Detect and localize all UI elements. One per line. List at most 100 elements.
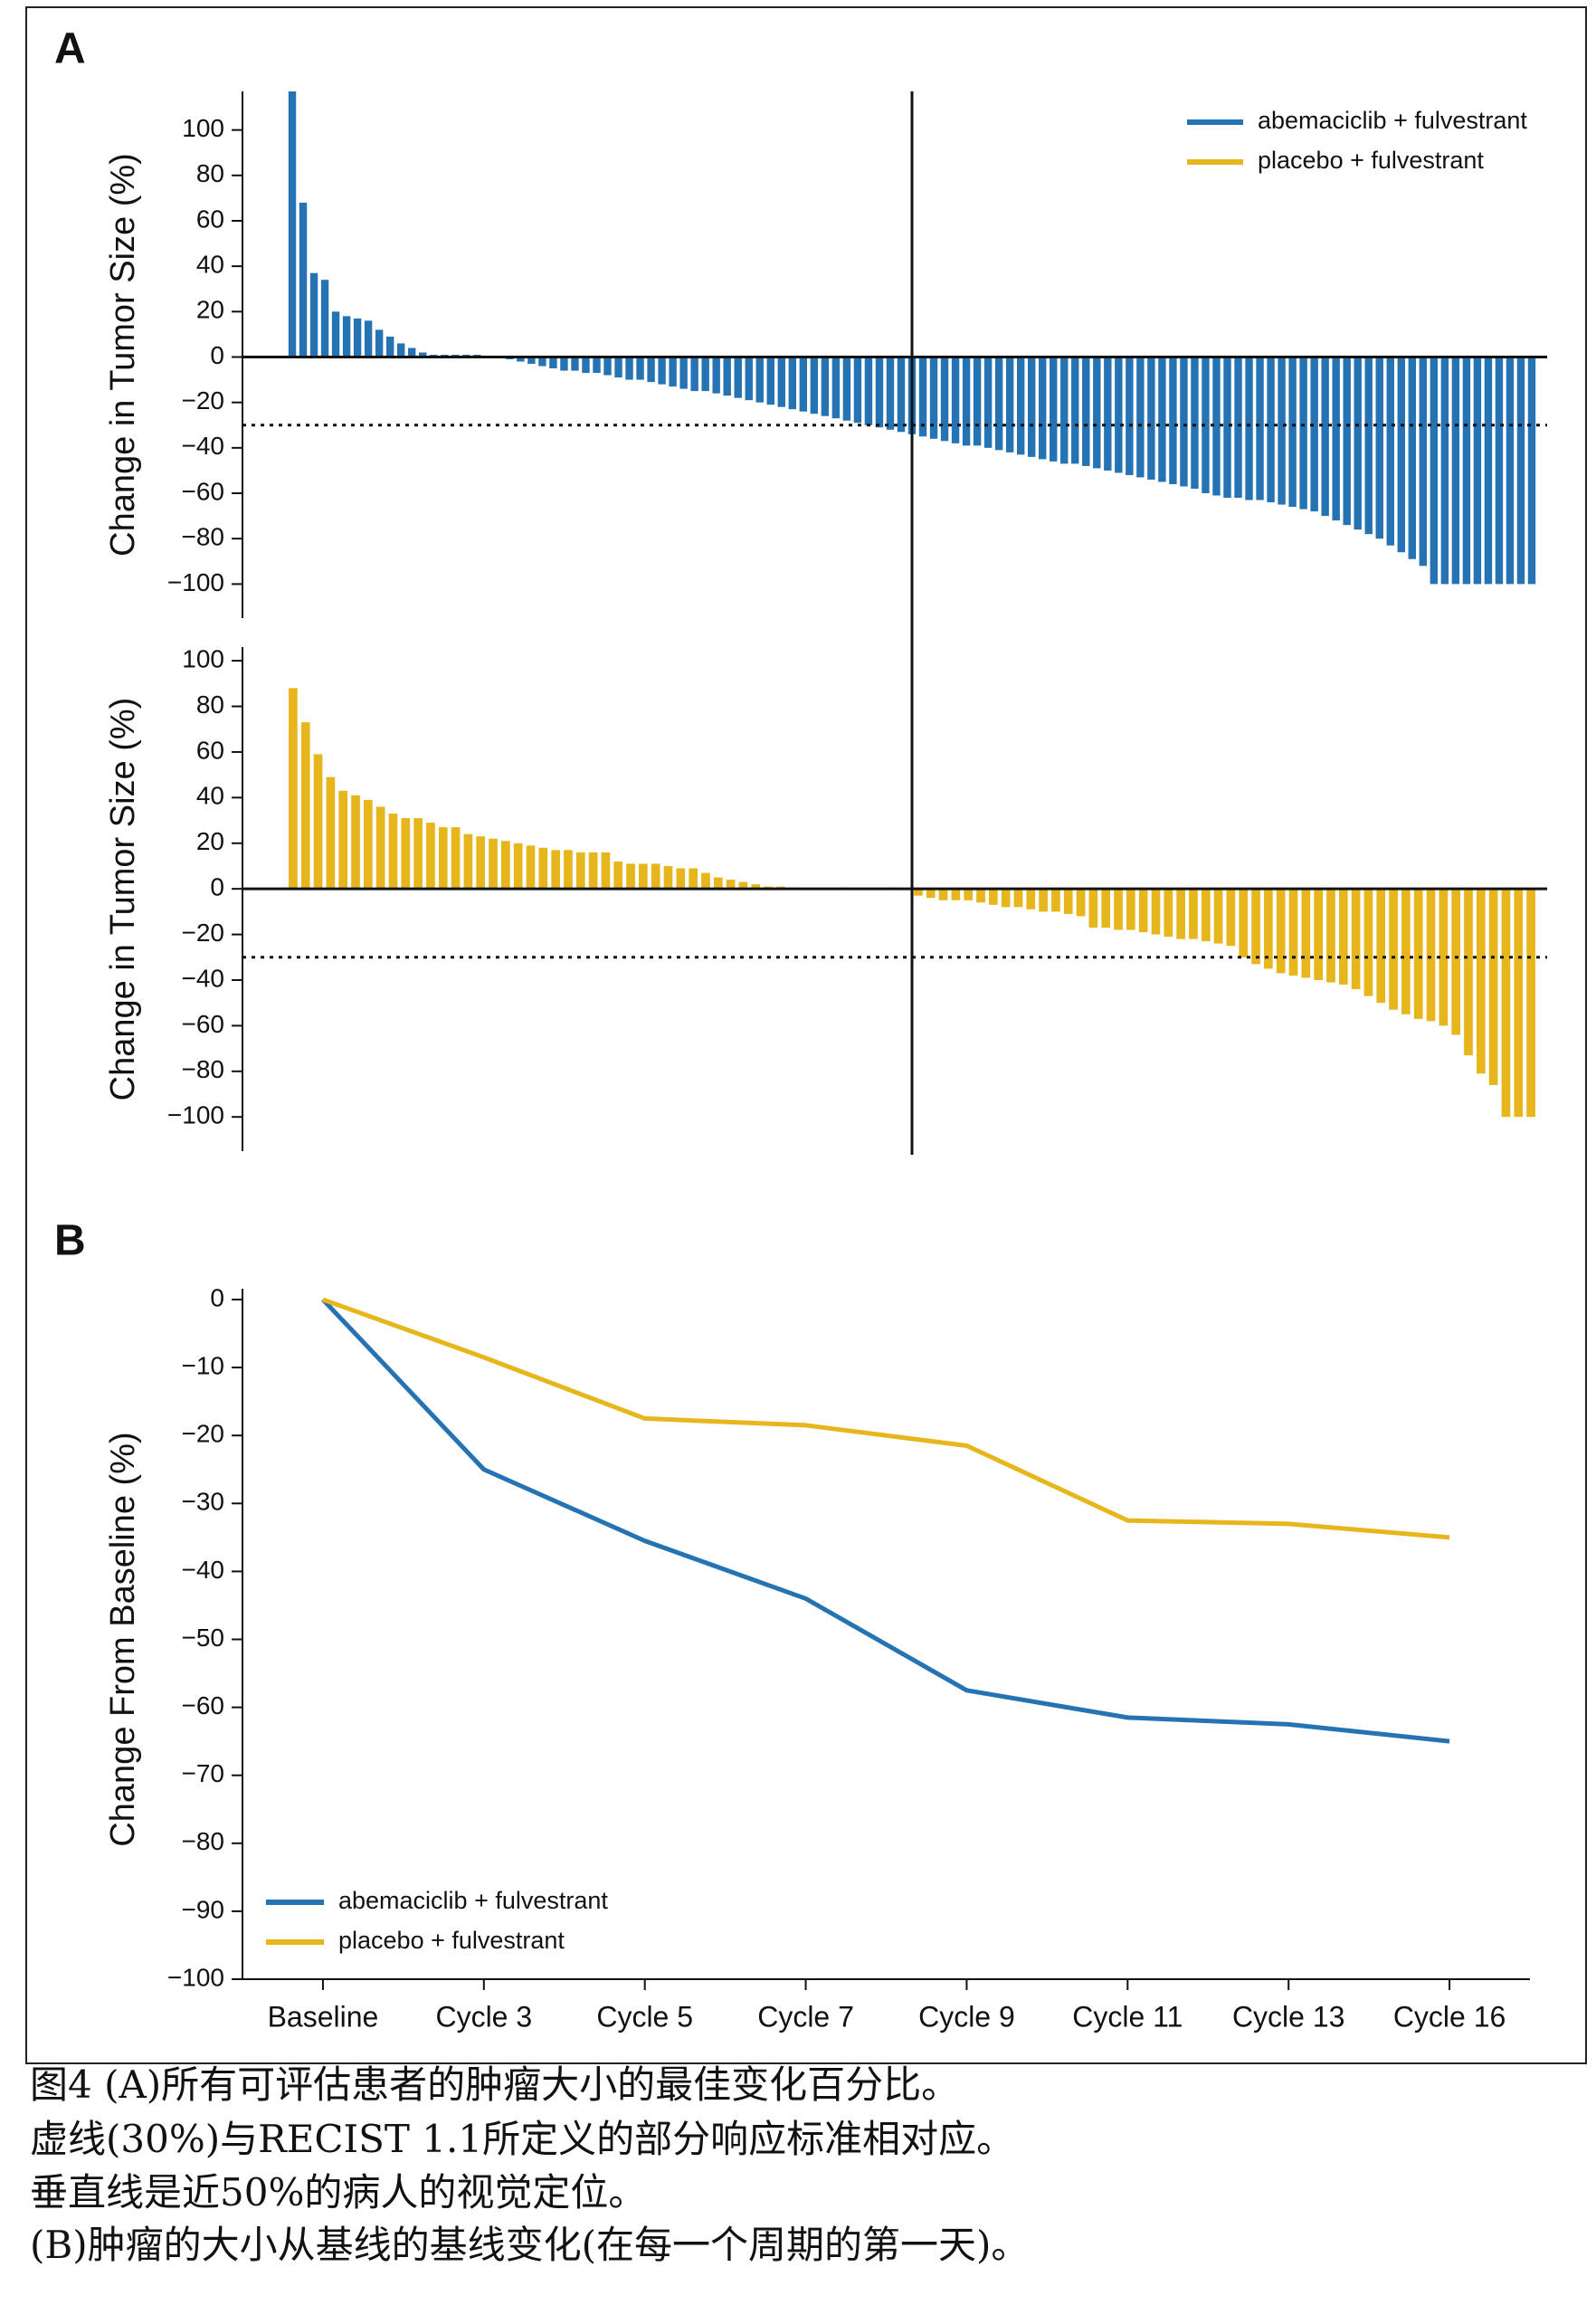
bar: [407, 348, 416, 357]
bar: [385, 336, 394, 357]
bar: [588, 852, 598, 890]
caption-line: (B)肿瘤的大小从基线的基线变化(在每一个周期的第一天)。: [30, 2223, 1029, 2267]
y-axis-label: Change From Baseline (%): [104, 1432, 142, 1846]
bar: [663, 865, 673, 890]
bar: [363, 799, 373, 890]
y-tick-label: −60: [182, 1010, 225, 1038]
bar: [1147, 357, 1155, 480]
bar: [951, 889, 961, 900]
bar: [1016, 357, 1025, 455]
y-tick-label: 20: [196, 296, 224, 324]
bar: [1213, 889, 1223, 944]
bar: [1082, 357, 1090, 466]
y-tick-label: 80: [196, 691, 224, 719]
y-tick-label: −40: [182, 1556, 225, 1584]
bar: [1516, 357, 1525, 585]
bar: [1245, 357, 1253, 500]
bar: [1223, 357, 1231, 499]
bar: [853, 357, 862, 424]
bar: [1189, 889, 1198, 939]
bar: [647, 357, 655, 383]
bar: [745, 357, 753, 401]
bar: [396, 343, 405, 357]
bar: [551, 850, 560, 890]
bar: [549, 357, 557, 369]
y-tick-label: −100: [167, 1963, 224, 1991]
bar: [1473, 357, 1482, 585]
bar: [338, 790, 348, 890]
bar: [1451, 889, 1461, 1035]
bar: [375, 329, 384, 357]
bar: [1386, 357, 1394, 546]
bar: [1039, 889, 1048, 912]
caption-line: 垂直线是近50%的病人的视觉定位。: [30, 2170, 646, 2215]
x-tick-label: Cycle 16: [1393, 2000, 1506, 2033]
bar: [983, 357, 993, 448]
y-tick-label: 0: [210, 341, 224, 369]
bar: [1514, 889, 1524, 1118]
caption-line: 图4 (A)所有可评估患者的肿瘤大小的最佳变化百分比。: [30, 2062, 959, 2107]
bar: [940, 357, 949, 442]
bar: [1001, 889, 1011, 908]
bar: [1039, 357, 1047, 460]
x-tick-label: Cycle 3: [435, 2000, 532, 2033]
x-tick-label: Baseline: [268, 2000, 379, 2033]
bar: [1299, 357, 1307, 510]
bar: [994, 357, 1003, 451]
bar: [1126, 889, 1135, 930]
bar: [636, 357, 644, 380]
bar: [1027, 357, 1036, 457]
y-tick-label: 100: [182, 645, 224, 673]
legend-label: placebo + fulvestrant: [338, 1927, 565, 1954]
bar: [351, 795, 360, 890]
bar: [679, 357, 688, 389]
y-axis-label: Change in Tumor Size (%): [104, 698, 142, 1101]
bar: [1191, 357, 1199, 490]
y-tick-label: −40: [182, 432, 225, 460]
bar: [976, 889, 985, 903]
bar: [1060, 357, 1069, 464]
series-line: [321, 1298, 1450, 1744]
bar: [1332, 357, 1340, 521]
y-tick-label: 0: [210, 1283, 224, 1311]
bar: [313, 754, 323, 890]
bar: [1101, 889, 1111, 929]
bar: [1506, 357, 1515, 585]
bar: [1226, 889, 1236, 947]
bar: [1464, 889, 1473, 1056]
bar: [1364, 357, 1373, 535]
bar: [639, 863, 648, 890]
bar: [897, 357, 906, 433]
bar: [1114, 889, 1123, 930]
bar: [1278, 357, 1286, 505]
bar: [1267, 357, 1275, 503]
y-tick-label: −80: [182, 523, 225, 551]
y-tick-label: −100: [167, 1101, 224, 1129]
bar: [1126, 357, 1134, 475]
bar: [1462, 357, 1471, 585]
x-tick-label: Cycle 11: [1072, 2000, 1183, 2033]
bar: [1484, 357, 1493, 585]
bar: [517, 357, 525, 362]
bar: [734, 357, 742, 398]
bar: [601, 852, 611, 890]
bar: [513, 843, 523, 890]
bar: [1343, 357, 1351, 526]
bar: [326, 776, 336, 890]
bar: [1115, 357, 1123, 473]
legend-b: abemaciclib + fulvestrant placebo + fulv…: [266, 1887, 608, 1954]
bar: [751, 884, 761, 890]
bar: [1326, 889, 1335, 983]
y-tick-label: −10: [182, 1351, 225, 1379]
x-tick-label: Cycle 5: [596, 2000, 693, 2033]
y-axis-label: Change in Tumor Size (%): [104, 153, 142, 557]
bar: [342, 316, 351, 357]
bar: [1288, 889, 1298, 976]
y-tick-label: −70: [182, 1759, 225, 1787]
bar: [1071, 357, 1079, 464]
bar: [613, 861, 623, 890]
bar: [1212, 357, 1221, 496]
bar: [1426, 889, 1436, 1022]
bar: [438, 827, 448, 890]
bar: [929, 357, 938, 439]
